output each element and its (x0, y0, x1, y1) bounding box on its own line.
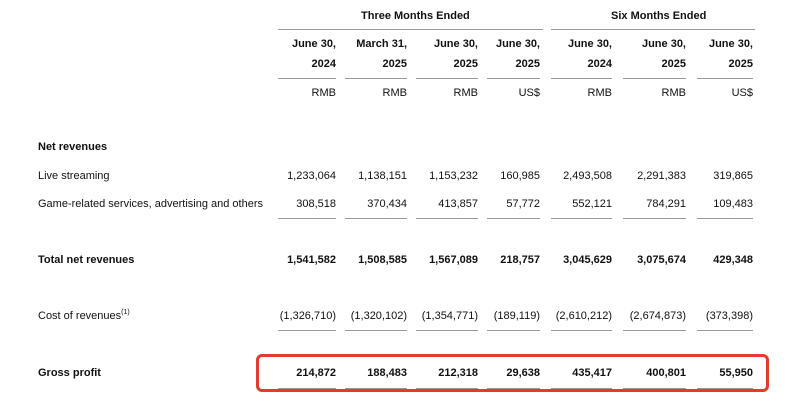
row-label-live-streaming: Live streaming (38, 170, 110, 182)
table-cell: (1,320,102) (350, 310, 407, 322)
column-header-currency: US$ (731, 87, 753, 99)
table-cell: 1,153,232 (429, 170, 478, 182)
table-cell: (2,610,212) (555, 310, 612, 322)
subtotal-rule (278, 218, 336, 219)
table-cell: 552,121 (572, 198, 612, 210)
table-cell: 1,567,089 (429, 254, 478, 266)
footnote-marker: (1) (121, 309, 130, 316)
row-label-game-related: Game-related services, advertising and o… (38, 198, 263, 210)
group-header-three-months-rule (278, 29, 543, 30)
column-header-year: 2025 (515, 58, 540, 70)
group-header-six-months: Six Months Ended (611, 10, 707, 22)
row-label-cost-of-revenues: Cost of revenues(1) (38, 309, 130, 323)
table-cell: 413,857 (438, 198, 478, 210)
table-cell: 2,291,383 (637, 170, 686, 182)
column-header-currency: US$ (518, 87, 540, 99)
column-header-year: 2025 (453, 58, 478, 70)
table-cell: (2,674,873) (629, 310, 686, 322)
table-cell: 435,417 (572, 367, 612, 379)
table-cell: 57,772 (506, 198, 540, 210)
subtotal-rule (697, 330, 753, 331)
column-header-date: June 30, (641, 38, 686, 50)
subtotal-rule (551, 218, 612, 219)
table-cell: 3,045,629 (563, 254, 612, 266)
group-header-three-months: Three Months Ended (361, 10, 470, 22)
column-header-rule (551, 78, 612, 79)
table-cell: 319,865 (713, 170, 753, 182)
row-label-gross-profit: Gross profit (38, 367, 101, 379)
group-header-six-months-rule (551, 29, 755, 30)
cost-of-revenues-text: Cost of revenues (38, 310, 122, 322)
column-header-date: June 30, (433, 38, 478, 50)
subtotal-rule (278, 330, 336, 331)
column-header-currency: RMB (311, 87, 336, 99)
column-header-date: June 30, (291, 38, 336, 50)
column-header-rule (697, 78, 753, 79)
table-cell: 55,950 (719, 367, 753, 379)
column-header-year: 2024 (311, 58, 336, 70)
table-cell: 1,138,151 (358, 170, 407, 182)
column-header-date: June 30, (495, 38, 540, 50)
column-header-year: 2025 (661, 58, 686, 70)
table-cell: 3,075,674 (637, 254, 686, 266)
column-header-currency: RMB (453, 87, 478, 99)
table-cell: (1,326,710) (279, 310, 336, 322)
subtotal-rule (697, 218, 753, 219)
table-cell: (1,354,771) (421, 310, 478, 322)
table-cell: 370,434 (367, 198, 407, 210)
table-cell: 2,493,508 (563, 170, 612, 182)
table-cell: 1,541,582 (287, 254, 336, 266)
subtotal-rule (623, 330, 686, 331)
column-header-year: 2025 (382, 58, 407, 70)
column-header-currency: RMB (587, 87, 612, 99)
subtotal-rule (416, 218, 478, 219)
table-cell: 400,801 (646, 367, 686, 379)
column-header-year: 2025 (728, 58, 753, 70)
table-cell: 1,508,585 (358, 254, 407, 266)
subtotal-rule (623, 218, 686, 219)
table-cell: 109,483 (713, 198, 753, 210)
subtotal-rule (487, 218, 540, 219)
subtotal-rule (345, 218, 407, 219)
subtotal-rule (416, 330, 478, 331)
column-header-currency: RMB (661, 87, 686, 99)
column-header-currency: RMB (382, 87, 407, 99)
column-header-date: June 30, (567, 38, 612, 50)
subtotal-rule (551, 330, 612, 331)
subtotal-rule (487, 330, 540, 331)
table-cell: 214,872 (296, 367, 336, 379)
column-header-year: 2024 (587, 58, 612, 70)
column-header-rule (278, 78, 336, 79)
table-cell: 29,638 (506, 367, 540, 379)
table-cell: 188,483 (367, 367, 407, 379)
table-cell: 160,985 (500, 170, 540, 182)
table-cell: 218,757 (500, 254, 540, 266)
gross-profit-highlight-box (256, 354, 769, 392)
column-header-rule (623, 78, 686, 79)
table-cell: 784,291 (646, 198, 686, 210)
row-label-total-net-revenues: Total net revenues (38, 254, 135, 266)
column-header-date: June 30, (708, 38, 753, 50)
subtotal-rule (345, 330, 407, 331)
net-revenues-section-heading: Net revenues (38, 141, 108, 153)
column-header-date: March 31, (356, 38, 407, 50)
table-cell: 1,233,064 (287, 170, 336, 182)
column-header-rule (487, 78, 540, 79)
column-header-rule (416, 78, 478, 79)
table-cell: 308,518 (296, 198, 336, 210)
table-cell: 429,348 (713, 254, 753, 266)
table-cell: (189,119) (493, 310, 540, 322)
table-cell: (373,398) (705, 310, 753, 322)
column-header-rule (345, 78, 407, 79)
table-cell: 212,318 (438, 367, 478, 379)
